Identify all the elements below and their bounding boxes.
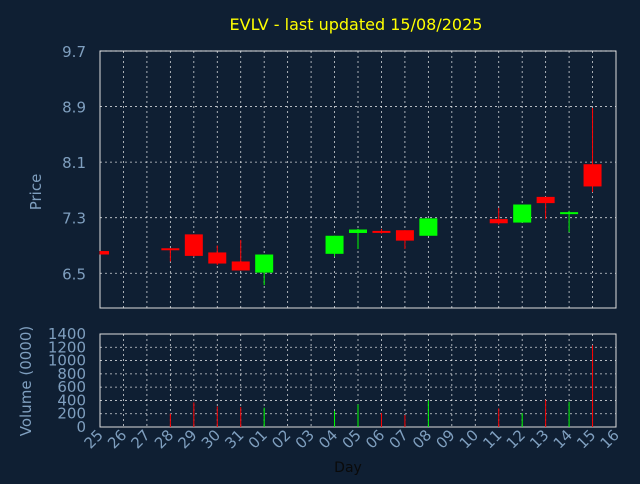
x-tick-label: 04: [315, 426, 341, 452]
volume-tick-label: 800: [57, 365, 86, 383]
candle-body: [489, 219, 508, 224]
candle-body: [255, 254, 274, 273]
candle-body: [395, 230, 414, 241]
volume-tick-label: 0: [76, 418, 86, 436]
chart-title: EVLV - last updated 15/08/2025: [230, 15, 483, 34]
x-tick-label: 10: [456, 426, 482, 452]
x-tick-label: 06: [362, 426, 388, 452]
x-tick-label: 31: [221, 426, 247, 452]
x-tick-label: 05: [339, 426, 365, 452]
volume-tick-label: 1400: [48, 325, 86, 343]
candle-body: [325, 235, 344, 254]
x-tick-label: 28: [151, 426, 177, 452]
x-tick-label: 13: [526, 426, 552, 452]
x-tick-label: 02: [268, 426, 294, 452]
x-tick-label: 30: [198, 426, 224, 452]
x-tick-label: 14: [550, 426, 576, 452]
x-tick-label: 12: [503, 426, 529, 452]
price-plot-frame: [99, 50, 617, 309]
volume-tick-label: 400: [57, 391, 86, 409]
price-tick-label: 8.1: [62, 154, 86, 172]
x-tick-label: 15: [573, 426, 599, 452]
volume-axis-label: Volume (0000): [17, 326, 35, 436]
x-tick-label: 11: [479, 426, 505, 452]
candle-body: [560, 212, 579, 215]
price-tick-label: 8.9: [62, 99, 86, 117]
x-tick-label: 07: [386, 426, 412, 452]
x-tick-label: 29: [174, 426, 200, 452]
candle-body: [349, 229, 367, 233]
x-tick-label: 03: [292, 426, 318, 452]
x-axis-label: Day: [334, 460, 362, 476]
candle-body: [419, 218, 438, 236]
candle-body: [372, 230, 391, 233]
price-tick-label: 9.7: [62, 43, 86, 61]
volume-tick-label: 1000: [48, 352, 86, 370]
x-tick-label: 01: [245, 426, 271, 452]
candle-body: [100, 251, 109, 255]
candle-body: [513, 204, 532, 223]
price-tick-label: 7.3: [62, 210, 86, 228]
x-tick-label: 26: [104, 426, 130, 452]
volume-tick-label: 600: [57, 378, 86, 396]
x-tick-label: 09: [432, 426, 458, 452]
candle-body: [208, 252, 227, 264]
candle-body: [536, 196, 555, 204]
price-axis-label: Price: [27, 174, 45, 211]
x-tick-label: 27: [128, 426, 154, 452]
candle-body: [583, 164, 602, 187]
candle-body: [184, 234, 203, 256]
x-tick-label: 08: [409, 426, 435, 452]
x-tick-label: 16: [597, 426, 623, 452]
volume-tick-label: 200: [57, 405, 86, 423]
volume-tick-label: 1200: [48, 338, 86, 356]
price-tick-label: 6.5: [62, 265, 86, 283]
candle-body: [231, 261, 250, 271]
candle-body: [161, 248, 180, 251]
